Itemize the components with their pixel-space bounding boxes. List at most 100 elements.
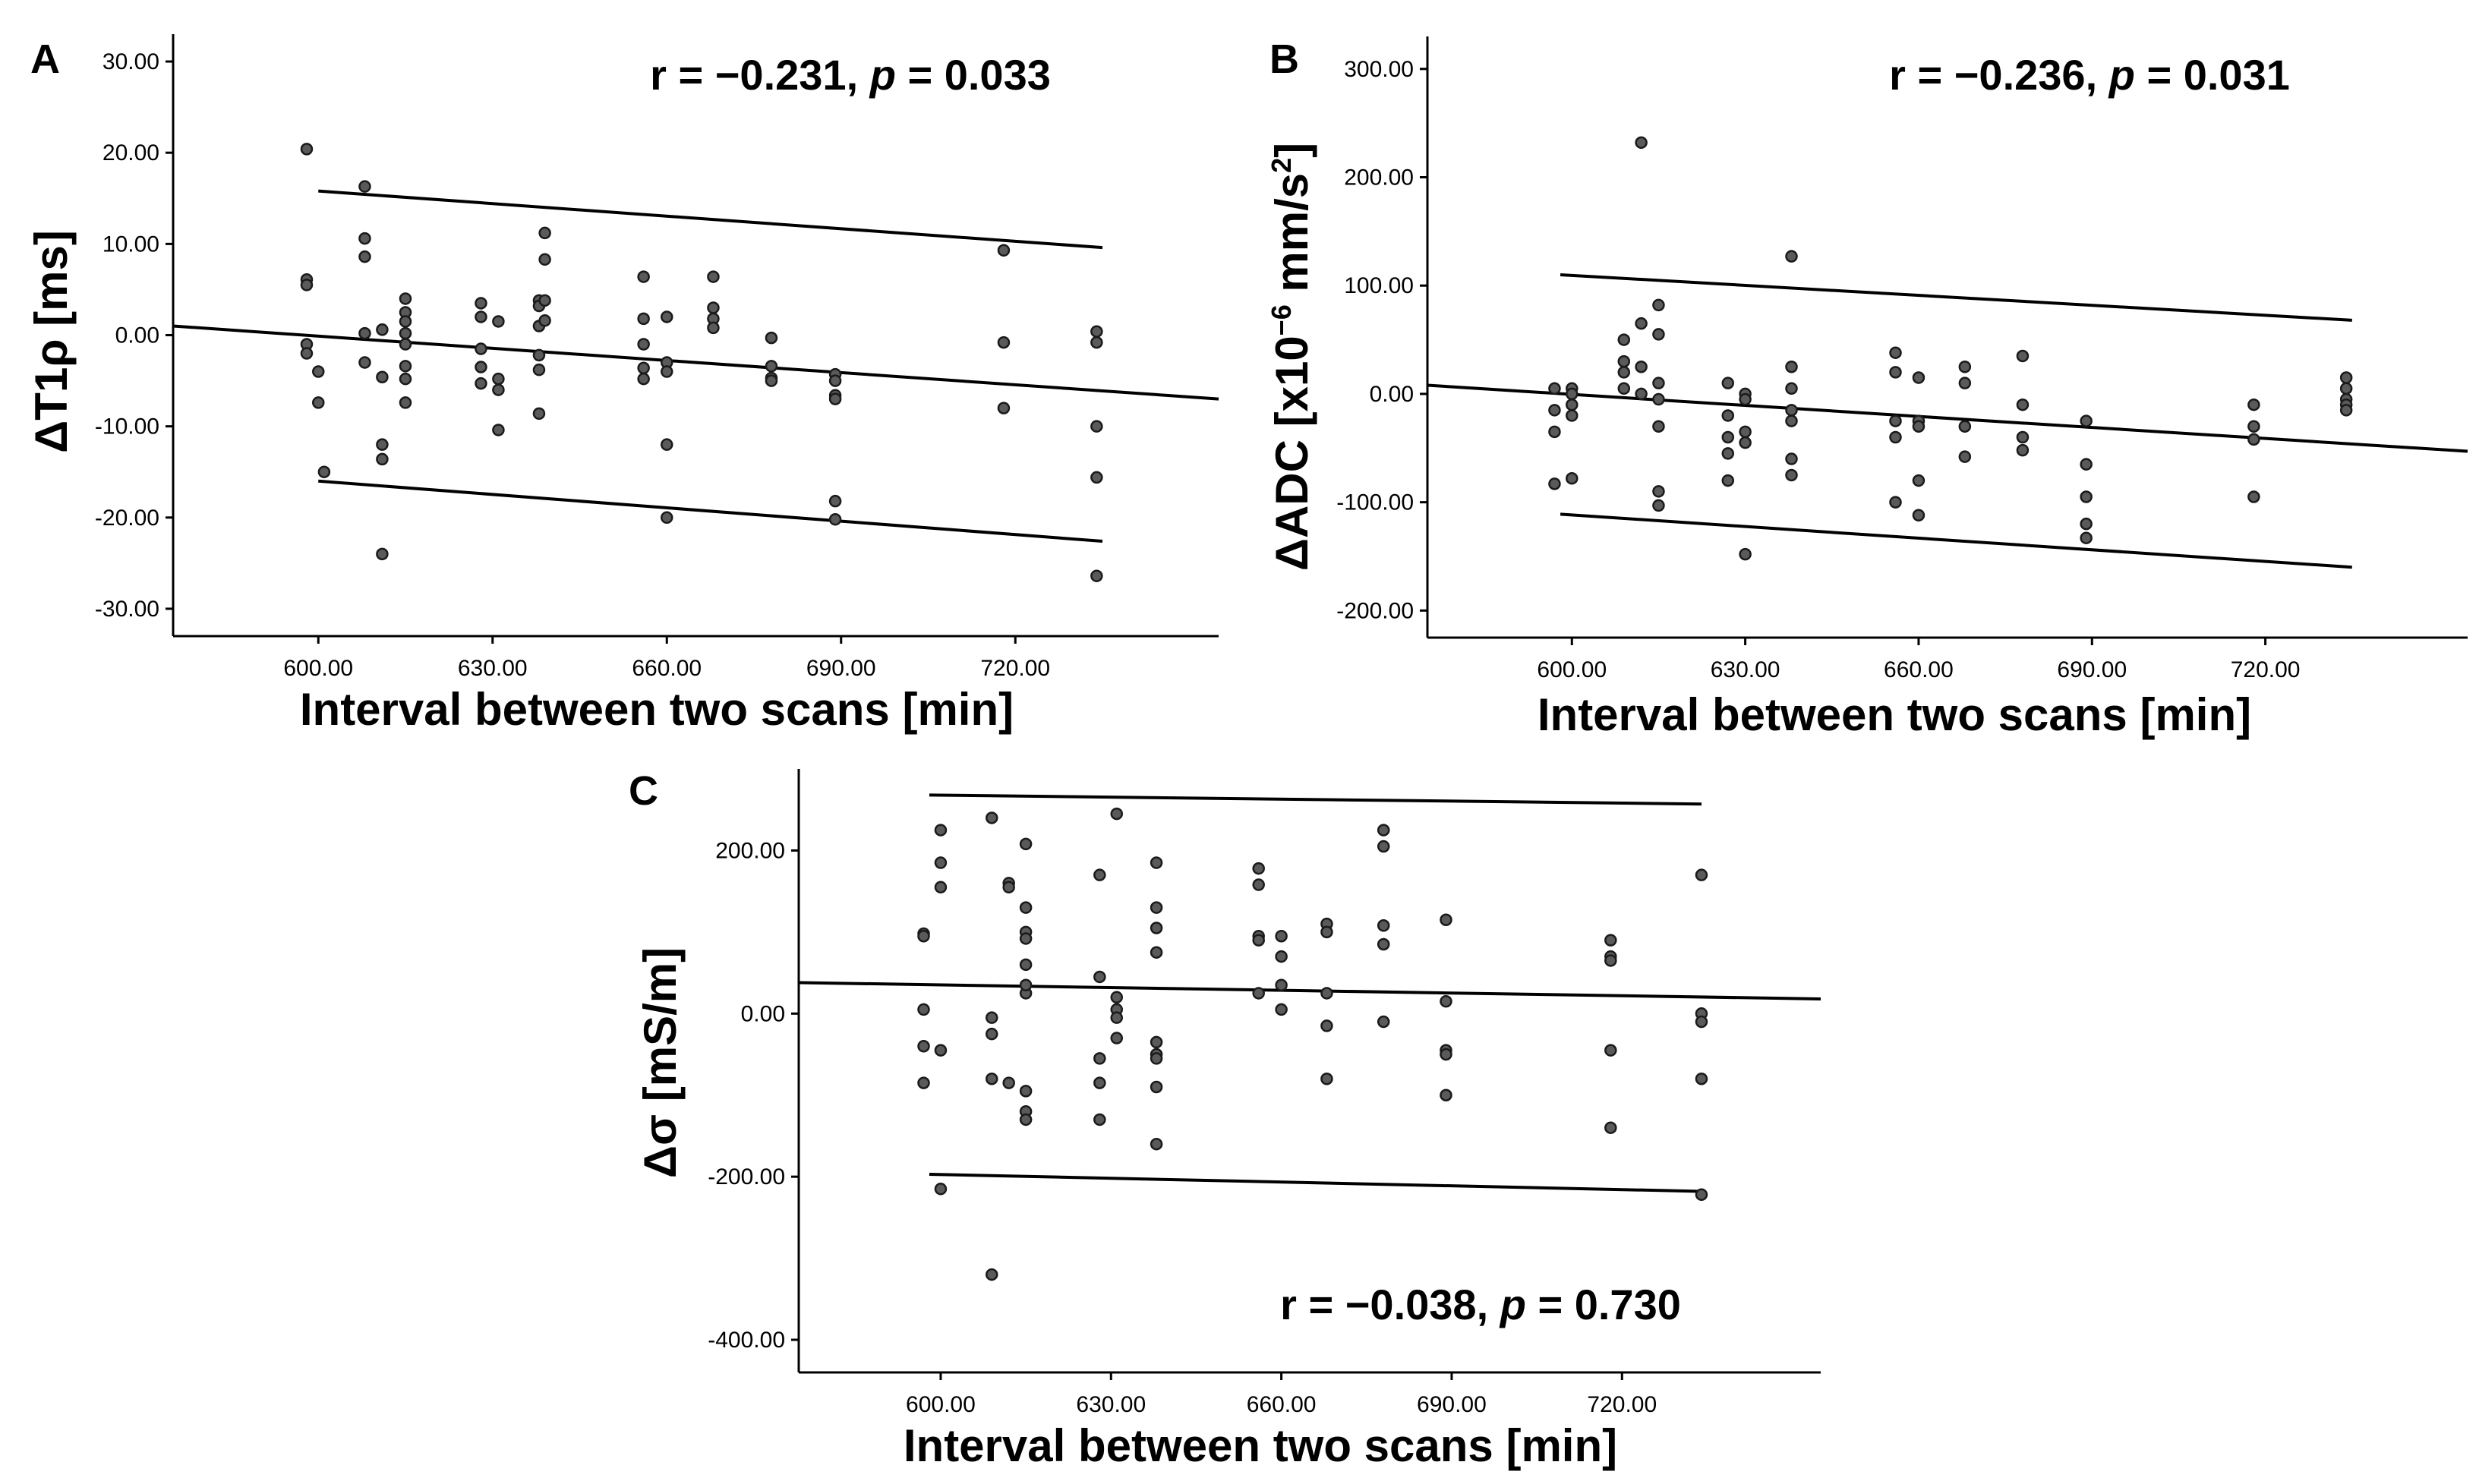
panel-c-data-point bbox=[1150, 901, 1163, 914]
panel-b-data-point bbox=[1721, 474, 1735, 487]
panel-a-p-symbol: p bbox=[869, 51, 896, 99]
panel-b-data-point bbox=[1652, 392, 1665, 406]
panel-c-upper-limit-line bbox=[929, 793, 1702, 806]
panel-c-data-point bbox=[985, 1268, 998, 1281]
panel-c-data-point bbox=[1019, 932, 1033, 945]
panel-c-y-tick-label: 200.00 bbox=[715, 838, 785, 863]
panel-a-upper-limit-line bbox=[318, 189, 1103, 250]
panel-b-y-axis-title-unit: mm/s bbox=[1266, 173, 1317, 304]
panel-c-data-point bbox=[1150, 1137, 1163, 1151]
panel-a-x-axis-ticks: 600.00 630.00 660.00 690.00 720.00 bbox=[283, 636, 1050, 681]
panel-c-letter: C bbox=[629, 768, 658, 814]
panel-a-data-point bbox=[376, 438, 389, 451]
panel-c-data-point bbox=[1110, 1011, 1124, 1024]
panel-b-p-symbol: p bbox=[2108, 51, 2135, 99]
panel-c-data-point bbox=[1377, 840, 1390, 853]
panel-a-data-point bbox=[532, 407, 546, 421]
panel-c-data-point bbox=[1695, 868, 1708, 881]
panel-a-data-point bbox=[997, 402, 1011, 414]
panel-b-data-point bbox=[1566, 409, 1579, 422]
panel-b-y-axis-title-exponent: −6 bbox=[1266, 304, 1297, 336]
panel-c-data-point bbox=[917, 1076, 930, 1089]
panel-c-data-point bbox=[1320, 1072, 1333, 1085]
panel-c-data-point bbox=[1440, 1089, 1452, 1101]
panel-c: C 200.000.00-200.00-400.00 600.00 630.00 6… bbox=[629, 768, 1821, 1471]
panel-b-data-point bbox=[2339, 371, 2353, 384]
panel-b-y-axis-title-square: 2 bbox=[1266, 158, 1297, 173]
panel-a-data-point bbox=[358, 232, 371, 245]
panel-c-x-tick-label: 690.00 bbox=[1417, 1392, 1487, 1417]
panel-b-r-value: r = −0.236, bbox=[1889, 51, 2109, 99]
panel-b-data-point bbox=[1785, 250, 1798, 263]
panel-a-data-point bbox=[475, 297, 487, 310]
panel-b-fit-line bbox=[1427, 383, 2468, 453]
panel-c-data-point bbox=[1377, 919, 1390, 932]
panel-b-x-axis-title: Interval between two scans [min] bbox=[1538, 689, 2251, 740]
panel-a-data-point bbox=[637, 312, 650, 326]
panel-a-data-point bbox=[376, 452, 389, 466]
panel-a-data-point bbox=[538, 226, 551, 240]
panel-c-lower-limit-line bbox=[929, 1172, 1702, 1193]
panel-a-data-point bbox=[828, 494, 842, 508]
panel-b-data-point bbox=[1912, 420, 1925, 433]
panel-c-y-axis-ticks: 200.00 0.00 -200.00 -400.00 bbox=[708, 838, 799, 1353]
panel-c-data-point bbox=[985, 1027, 998, 1041]
panel-a-data-point bbox=[358, 326, 371, 340]
panel-c-data-point bbox=[1110, 1032, 1124, 1044]
panel-b-data-point bbox=[1652, 328, 1665, 341]
panel-a-data-point bbox=[532, 363, 546, 377]
panel-a-data-point bbox=[475, 377, 487, 390]
panel-c-y-tick-label: 0.00 bbox=[741, 1001, 785, 1026]
panel-b-data-point bbox=[1652, 485, 1665, 498]
panel-c-data-point bbox=[985, 1011, 998, 1024]
panel-c-data-point bbox=[1150, 946, 1163, 959]
panel-c-data-point bbox=[1695, 1015, 1708, 1029]
panel-b-data-point bbox=[2080, 517, 2093, 531]
panel-b-data-point bbox=[1958, 377, 1972, 389]
panel-c-data-point bbox=[1377, 937, 1390, 951]
panel-a-data-point bbox=[492, 383, 505, 396]
panel-b-data-point bbox=[1721, 409, 1735, 422]
panel-b-data-point bbox=[1958, 360, 1972, 373]
panel-c-data-point bbox=[934, 824, 948, 837]
panel-a-data-point bbox=[1090, 336, 1103, 349]
panel-b-data-point bbox=[1652, 298, 1665, 312]
panel-b-data-point bbox=[1785, 360, 1798, 373]
panel-c-x-axis-title: Interval between two scans [min] bbox=[904, 1420, 1617, 1471]
panel-b-y-axis-ticks: 300.00 200.00 100.00 0.00 -100.00 -200.00 bbox=[1336, 57, 1427, 623]
panel-a-data-point bbox=[399, 292, 412, 305]
panel-a-y-tick-label: 30.00 bbox=[103, 49, 159, 74]
panel-b-data-point bbox=[2080, 414, 2093, 427]
panel-b-data-point bbox=[1548, 477, 1561, 490]
panel-b-data-point bbox=[1912, 509, 1925, 521]
panel-b-y-tick-label: -200.00 bbox=[1336, 598, 1414, 623]
panel-b-data-point bbox=[1721, 377, 1735, 389]
panel-a-data-point bbox=[492, 315, 505, 328]
panel-b-data-point bbox=[1617, 366, 1631, 379]
panel-c-data-point bbox=[1377, 1015, 1390, 1029]
panel-b-data-points bbox=[1548, 136, 2353, 561]
panel-a-x-tick-label: 600.00 bbox=[283, 656, 353, 681]
panel-c-data-point bbox=[1252, 878, 1265, 891]
panel-a-data-point bbox=[399, 326, 412, 340]
panel-c-data-point bbox=[934, 856, 948, 869]
panel-b-x-tick-label: 630.00 bbox=[1711, 657, 1780, 682]
panel-c-r-value: r = −0.038, bbox=[1280, 1281, 1500, 1328]
panel-c-y-tick-label: -400.00 bbox=[708, 1328, 785, 1353]
panel-a-y-axis-title: ΔT1ρ [ms] bbox=[26, 230, 77, 453]
panel-c-data-point bbox=[1604, 954, 1617, 967]
panel-b-data-point bbox=[1652, 377, 1665, 389]
panel-a-data-point bbox=[661, 310, 673, 323]
panel-b-upper-limit-line bbox=[1560, 273, 2352, 322]
panel-c-data-point bbox=[1275, 950, 1288, 963]
panel-b-data-point bbox=[1635, 360, 1648, 373]
panel-b-data-point bbox=[2016, 349, 2030, 363]
panel-c-x-tick-label: 720.00 bbox=[1587, 1392, 1657, 1417]
panel-b-data-point bbox=[1566, 398, 1579, 411]
panel-c-data-point bbox=[1695, 1072, 1708, 1085]
panel-b-data-point bbox=[1912, 371, 1925, 384]
panel-b-data-point bbox=[1889, 366, 1902, 379]
panel-a-data-point bbox=[532, 348, 546, 362]
panel-b-y-tick-label: 200.00 bbox=[1344, 165, 1414, 191]
panel-a-y-tick-label: 20.00 bbox=[103, 140, 159, 165]
